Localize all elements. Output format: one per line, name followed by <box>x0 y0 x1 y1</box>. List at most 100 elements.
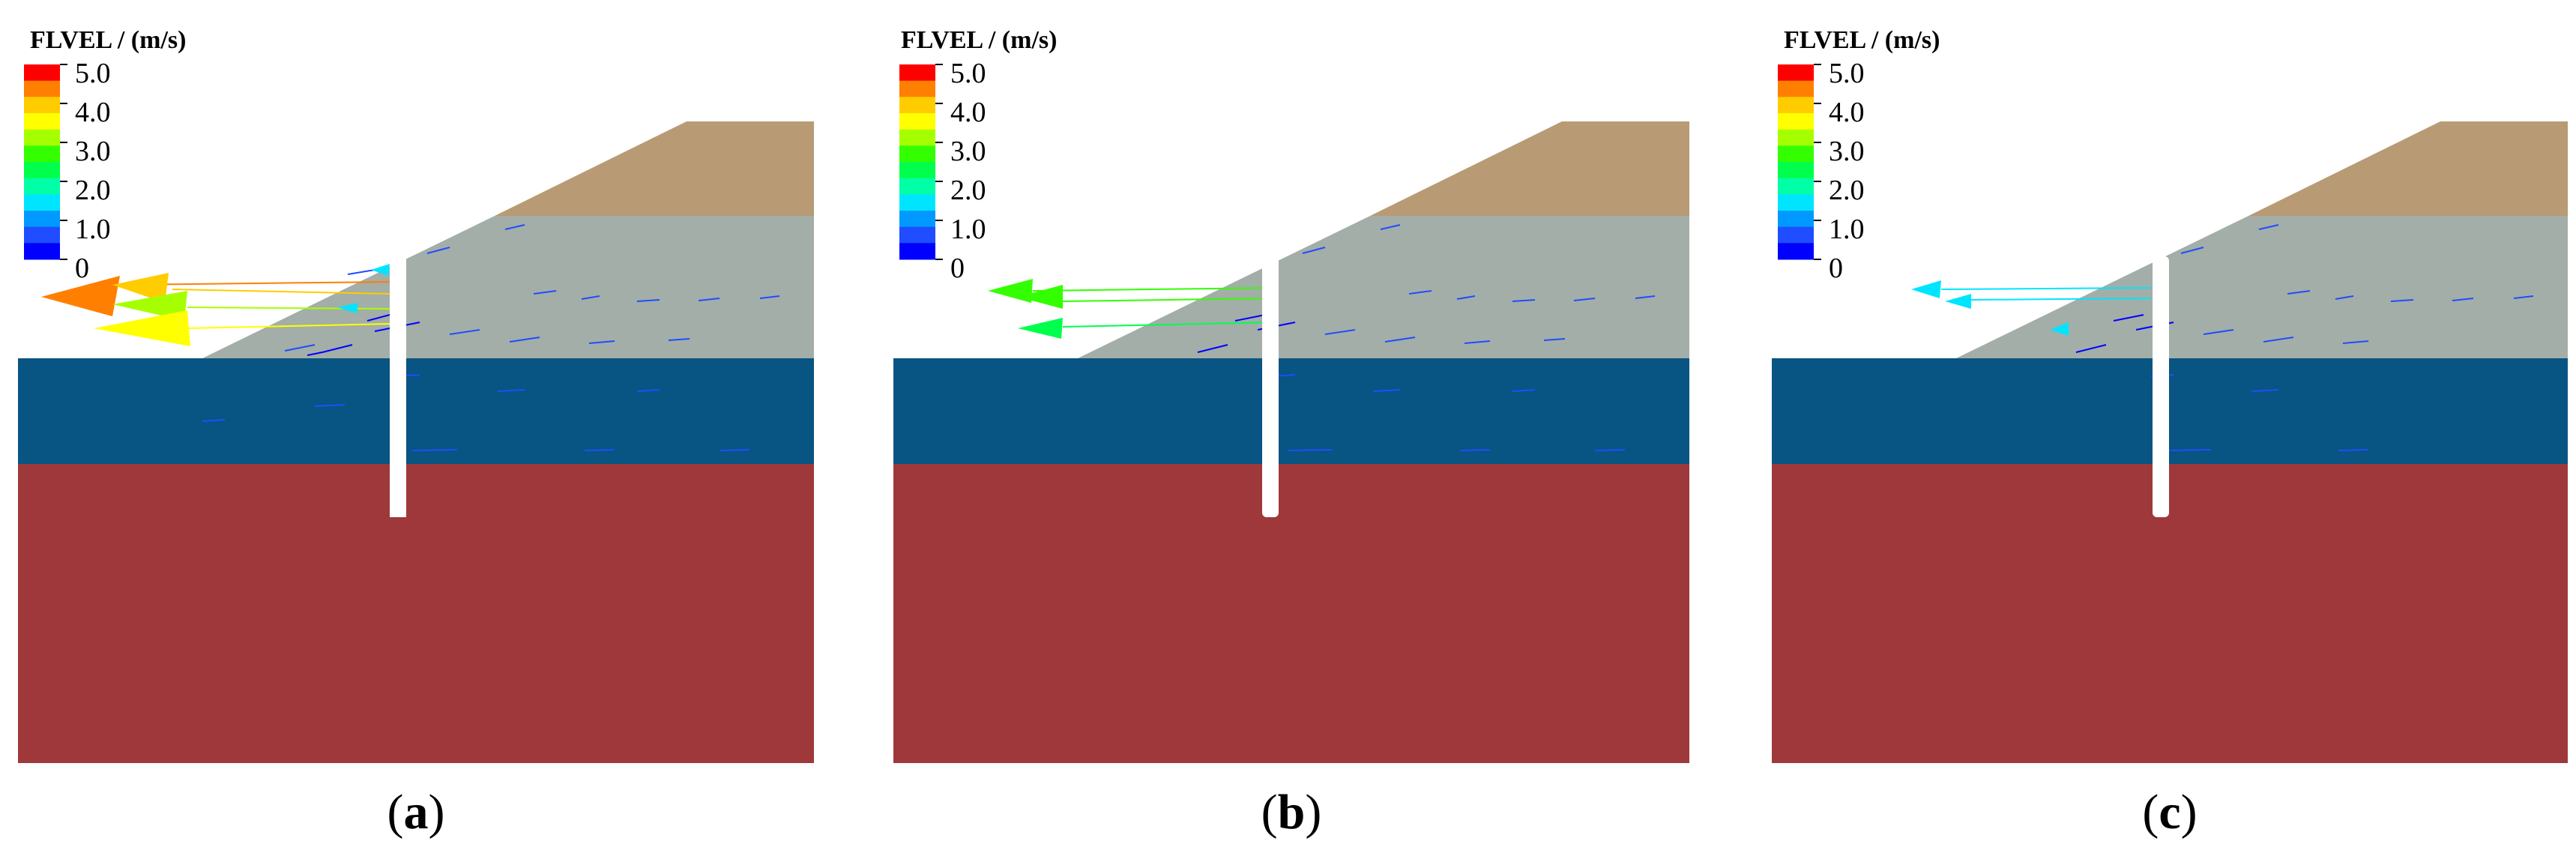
legend-tick-label: 4.0 <box>950 97 986 128</box>
legend-tick-label: 0 <box>75 253 89 284</box>
legend-color-band <box>1778 145 1814 163</box>
legend-color-band <box>1778 97 1814 114</box>
legend-tick-label: 5.0 <box>950 58 986 89</box>
legend-color-band <box>24 194 60 211</box>
legend-tick-label: 4.0 <box>1829 97 1865 128</box>
caption-close-paren: ) <box>2181 785 2198 840</box>
caption-open-paren: ( <box>2142 785 2159 840</box>
top-soil-layer <box>1370 121 1689 216</box>
legend-color-band <box>1778 243 1814 260</box>
legend-color-band <box>1778 194 1814 211</box>
legend-tick-label: 1.0 <box>950 214 986 245</box>
flow-vectors <box>988 224 1656 451</box>
legend-tick-label: 5.0 <box>1829 58 1865 89</box>
legend-color-band <box>24 129 60 146</box>
legend-color-band <box>24 145 60 163</box>
legend-tick-label: 3.0 <box>1829 136 1865 167</box>
panel-caption: (a) <box>387 785 445 840</box>
legend-color-band <box>1778 80 1814 97</box>
legend-tick-label: 1.0 <box>75 214 111 245</box>
gray-soil-layer <box>202 216 814 358</box>
slope-model <box>18 121 814 763</box>
legend-color-band <box>24 64 60 82</box>
legend-color-band <box>899 243 935 260</box>
legend-color-band <box>24 80 60 97</box>
legend-color-band <box>1778 129 1814 146</box>
legend-color-band <box>1778 64 1814 82</box>
legend-color-band <box>899 80 935 97</box>
svg-text:(a): (a) <box>387 785 445 840</box>
caption-open-paren: ( <box>1261 785 1278 840</box>
legend-tick-label: 0 <box>950 253 965 284</box>
velocity-arrow <box>41 264 390 346</box>
velocity-arrow <box>1911 280 2152 336</box>
svg-text:(b): (b) <box>1261 785 1322 840</box>
legend-color-band <box>1778 178 1814 195</box>
blue-soil-layer <box>1772 358 2568 464</box>
flow-vectors <box>41 224 780 451</box>
legend-color-band <box>24 243 60 260</box>
pile <box>390 256 406 517</box>
bedrock-layer <box>18 464 814 763</box>
legend-title: FLVEL / (m/s) <box>901 26 1057 54</box>
legend-color-band <box>1778 113 1814 130</box>
legend-color-band <box>24 162 60 179</box>
legend-color-band <box>899 194 935 211</box>
legend-color-band <box>24 211 60 228</box>
legend-tick-label: 4.0 <box>75 97 111 128</box>
legend-color-band <box>899 113 935 130</box>
legend-color-bar <box>1778 64 1821 260</box>
top-soil-layer <box>495 121 814 216</box>
panel-caption: (b) <box>1261 785 1322 840</box>
legend-color-band <box>1778 162 1814 179</box>
panel-c: FLVEL / (m/s) 5.0 4.0 3.0 2.0 1.0 0 <box>1772 26 2568 840</box>
blue-soil-layer <box>893 358 1689 464</box>
legend-color-band <box>899 64 935 82</box>
legend-tick-label: 5.0 <box>75 58 111 89</box>
legend-color-band <box>899 226 935 244</box>
caption-close-paren: ) <box>429 785 445 840</box>
gray-soil-layer <box>1956 216 2568 358</box>
caption-letter: c <box>2159 785 2180 840</box>
blue-soil-layer <box>18 358 814 464</box>
legend-color-band <box>1778 211 1814 228</box>
panel-caption: (c) <box>2142 785 2197 840</box>
legend-color-band <box>1778 226 1814 244</box>
slope-model <box>893 121 1689 763</box>
gray-soil-layer <box>1078 216 1689 358</box>
legend-color-band <box>899 129 935 146</box>
legend-color-bar <box>899 64 943 260</box>
legend-color-bar <box>24 64 67 260</box>
legend-color-band <box>899 162 935 179</box>
legend: FLVEL / (m/s) 5.0 4.0 3.0 2.0 1.0 0 <box>899 26 1057 284</box>
legend-tick-label: 3.0 <box>950 136 986 167</box>
panel-b: FLVEL / (m/s) 5.0 4.0 3.0 2.0 1.0 0 <box>893 26 1689 840</box>
legend-ticks: 5.0 4.0 3.0 2.0 1.0 0 <box>1829 58 1865 284</box>
legend-tick-label: 2.0 <box>75 175 111 206</box>
caption-close-paren: ) <box>1305 785 1321 840</box>
legend: FLVEL / (m/s) 5.0 4.0 3.0 2.0 1.0 0 <box>1778 26 1940 284</box>
legend-tick-label: 2.0 <box>1829 175 1865 206</box>
bedrock-layer <box>1772 464 2568 763</box>
caption-open-paren: ( <box>387 785 404 840</box>
legend-ticks: 5.0 4.0 3.0 2.0 1.0 0 <box>950 58 986 284</box>
legend-title: FLVEL / (m/s) <box>30 26 186 54</box>
caption-letter: b <box>1278 785 1306 840</box>
legend-tick-label: 2.0 <box>950 175 986 206</box>
top-soil-layer <box>2248 121 2568 216</box>
caption-letter: a <box>404 785 429 840</box>
bedrock-layer <box>893 464 1689 763</box>
legend-color-band <box>899 178 935 195</box>
pile <box>2153 256 2169 517</box>
legend-color-band <box>899 145 935 163</box>
legend-tick-label: 0 <box>1829 253 1843 284</box>
legend-tick-label: 1.0 <box>1829 214 1865 245</box>
legend-color-band <box>899 97 935 114</box>
legend-color-band <box>899 211 935 228</box>
slope-model <box>1772 121 2568 763</box>
legend-title: FLVEL / (m/s) <box>1784 26 1940 54</box>
legend-color-band <box>24 178 60 195</box>
velocity-arrow <box>988 279 1273 339</box>
pile <box>1262 256 1279 517</box>
